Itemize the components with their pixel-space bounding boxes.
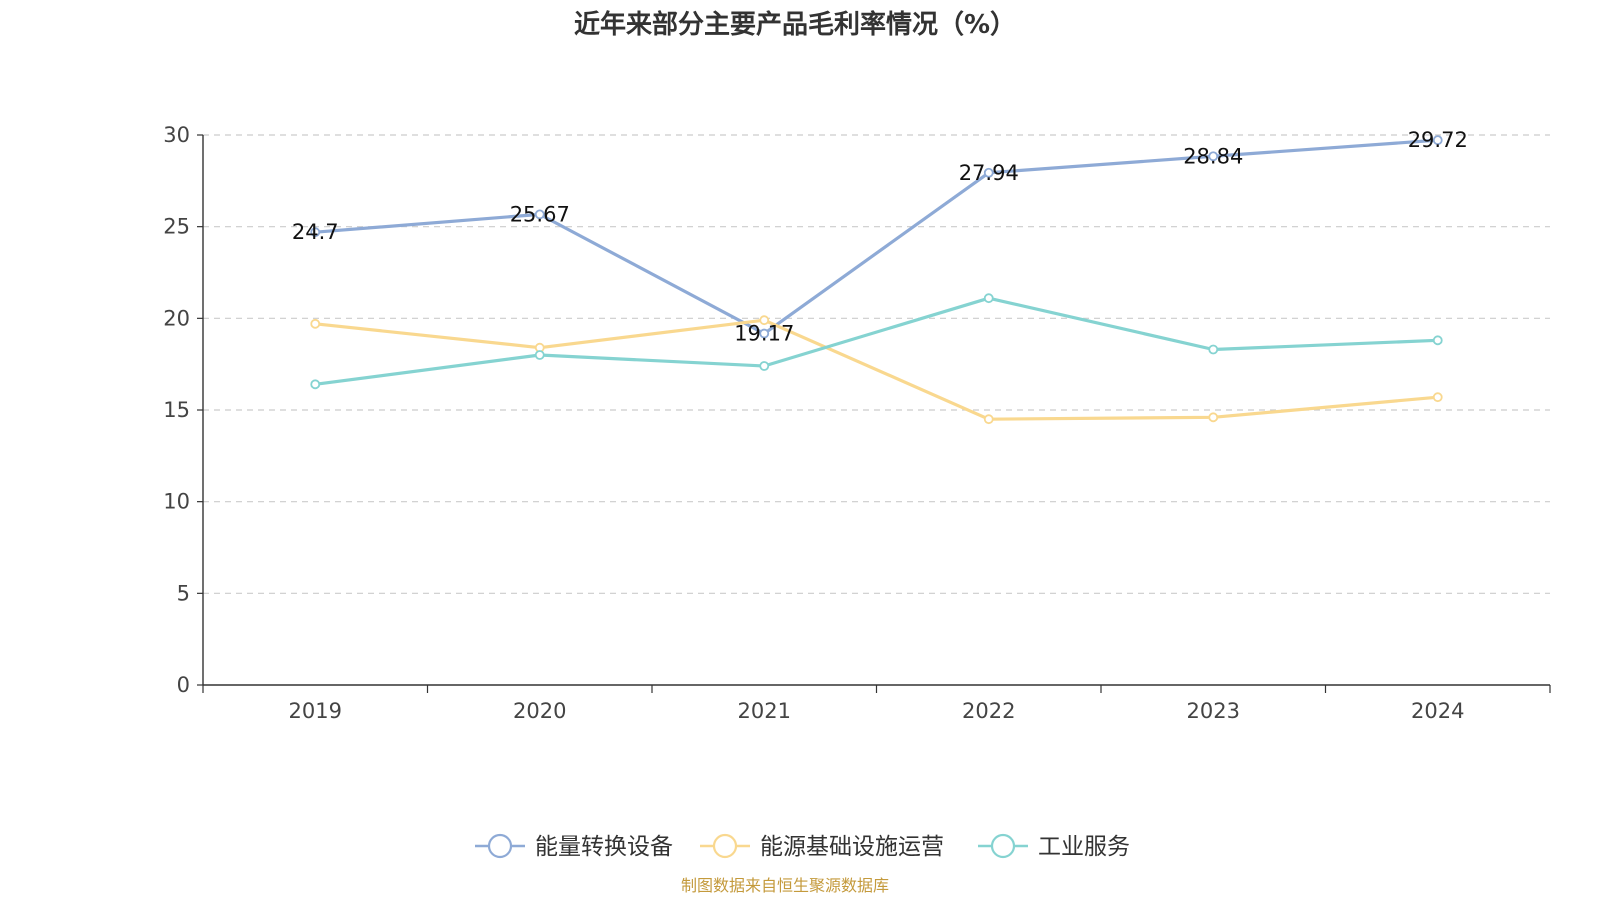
legend-marker-icon bbox=[712, 833, 738, 859]
data-point[interactable] bbox=[1432, 135, 1443, 146]
axes: 0 5 10 15 20 25 30 2019 2020 2021 2022 2023 2024 bbox=[163, 123, 1551, 723]
x-tick-label: 2020 bbox=[513, 699, 566, 723]
data-point[interactable] bbox=[759, 328, 770, 339]
data-point[interactable] bbox=[310, 318, 321, 329]
series-2 bbox=[310, 293, 1443, 390]
series-line bbox=[313, 318, 1440, 421]
data-point[interactable] bbox=[534, 350, 545, 360]
y-tick-label: 20 bbox=[163, 306, 190, 330]
y-tick-label: 25 bbox=[163, 215, 190, 239]
series-0 bbox=[310, 135, 1443, 339]
data-point[interactable] bbox=[983, 167, 994, 178]
series-line bbox=[313, 296, 1440, 386]
data-point[interactable] bbox=[310, 379, 321, 390]
data-label: 25.67 bbox=[510, 202, 570, 226]
data-point[interactable] bbox=[759, 315, 770, 326]
x-tick-label: 2021 bbox=[738, 699, 791, 723]
series-line bbox=[313, 138, 1440, 336]
y-tick-label: 30 bbox=[163, 123, 190, 147]
data-point[interactable] bbox=[983, 414, 994, 425]
data-point[interactable] bbox=[1208, 151, 1219, 162]
legend-marker-icon bbox=[990, 833, 1016, 859]
source-note: 制图数据来自恒生聚源数据库 bbox=[681, 876, 889, 895]
data-point[interactable] bbox=[534, 209, 545, 220]
legend[interactable]: 能量转换设备 能源基础设施运营 工业服务 bbox=[475, 833, 1130, 860]
x-tick-label: 2022 bbox=[962, 699, 1015, 723]
data-label: 29.72 bbox=[1408, 128, 1468, 152]
data-point[interactable] bbox=[759, 361, 770, 371]
data-label: 27.94 bbox=[959, 161, 1019, 185]
data-point[interactable] bbox=[1432, 392, 1443, 403]
x-tick-label: 2024 bbox=[1411, 699, 1464, 723]
y-tick-label: 10 bbox=[163, 490, 190, 514]
data-point[interactable] bbox=[1208, 344, 1219, 355]
legend-label: 能量转换设备 bbox=[535, 834, 673, 860]
x-tick-label: 2023 bbox=[1187, 699, 1240, 723]
legend-item[interactable]: 能量转换设备 bbox=[475, 833, 673, 860]
legend-label: 能源基础设施运营 bbox=[760, 834, 944, 860]
series-lines bbox=[310, 135, 1443, 425]
data-point[interactable] bbox=[983, 293, 994, 304]
x-tick-label: 2019 bbox=[289, 699, 342, 723]
chart-title: 近年来部分主要产品毛利率情况（%） bbox=[574, 9, 1016, 40]
data-label: 24.7 bbox=[292, 220, 339, 244]
y-tick-label: 0 bbox=[177, 673, 190, 697]
data-labels: 24.7 25.67 19.17 27.94 28.84 29.72 bbox=[292, 128, 1468, 345]
legend-item[interactable]: 工业服务 bbox=[978, 833, 1130, 860]
data-point[interactable] bbox=[1208, 412, 1219, 423]
legend-marker-icon bbox=[487, 833, 513, 859]
data-point[interactable] bbox=[1432, 335, 1443, 346]
data-label: 19.17 bbox=[734, 322, 794, 346]
data-label: 28.84 bbox=[1183, 144, 1243, 168]
legend-item[interactable]: 能源基础设施运营 bbox=[700, 833, 944, 860]
gridlines bbox=[203, 134, 1550, 594]
legend-label: 工业服务 bbox=[1038, 834, 1130, 860]
y-tick-label: 15 bbox=[163, 398, 190, 422]
data-point[interactable] bbox=[310, 227, 321, 238]
y-tick-label: 5 bbox=[177, 581, 190, 605]
